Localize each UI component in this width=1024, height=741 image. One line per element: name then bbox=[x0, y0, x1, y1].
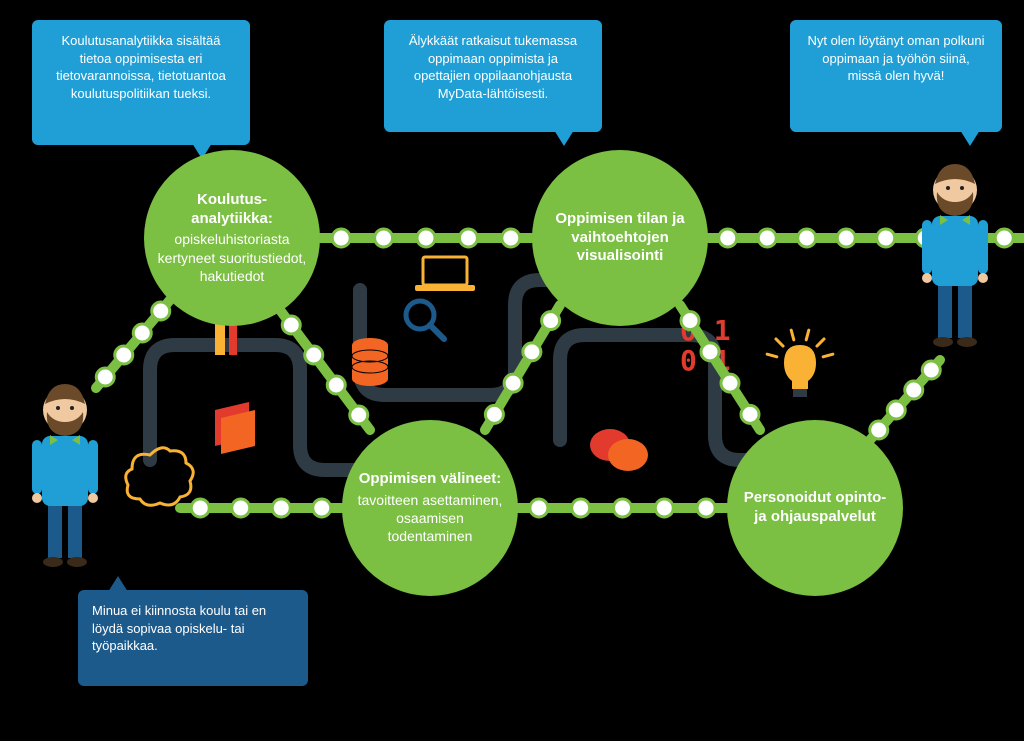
node-oppimisen-valineet: Oppimisen välineet: tavoitteen asettamin… bbox=[342, 420, 518, 596]
callout-text: Minua ei kiinnosta koulu tai en löydä so… bbox=[92, 603, 266, 653]
person-right-icon bbox=[922, 164, 988, 347]
callout-text: Nyt olen löytänyt oman polkuni oppimaan … bbox=[807, 33, 984, 83]
callout-text: Älykkäät ratkaisut tukemassa oppimaan op… bbox=[409, 33, 577, 101]
node-subtitle: tavoitteen asettaminen, osaamisen todent… bbox=[354, 491, 506, 546]
node-koulutus-analytiikka: Koulutus-analytiikka: opiskeluhistoriast… bbox=[144, 150, 320, 326]
callout-top-left: Koulutusanalytiikka sisältää tietoa oppi… bbox=[32, 20, 250, 145]
node-subtitle: opiskeluhistoriasta kertyneet suoritusti… bbox=[156, 230, 308, 285]
node-title: Personoidut opinto- ja ohjauspalvelut bbox=[739, 489, 891, 527]
node-title: Oppimisen tilan ja vaihtoehtojen visuali… bbox=[544, 210, 696, 266]
svg-text:0 10 1: 0 10 1 bbox=[680, 314, 731, 377]
callout-text: Koulutusanalytiikka sisältää tietoa oppi… bbox=[56, 33, 226, 101]
callout-top-right: Nyt olen löytänyt oman polkuni oppimaan … bbox=[790, 20, 1002, 132]
node-title: Koulutus-analytiikka: bbox=[191, 191, 273, 229]
person-left-icon bbox=[32, 384, 98, 567]
node-personoidut-palvelut: Personoidut opinto- ja ohjauspalvelut bbox=[727, 420, 903, 596]
node-title: Oppimisen välineet: bbox=[359, 470, 502, 489]
callout-top-center: Älykkäät ratkaisut tukemassa oppimaan op… bbox=[384, 20, 602, 132]
callout-bottom-left: Minua ei kiinnosta koulu tai en löydä so… bbox=[78, 590, 308, 686]
node-visualisointi: Oppimisen tilan ja vaihtoehtojen visuali… bbox=[532, 150, 708, 326]
